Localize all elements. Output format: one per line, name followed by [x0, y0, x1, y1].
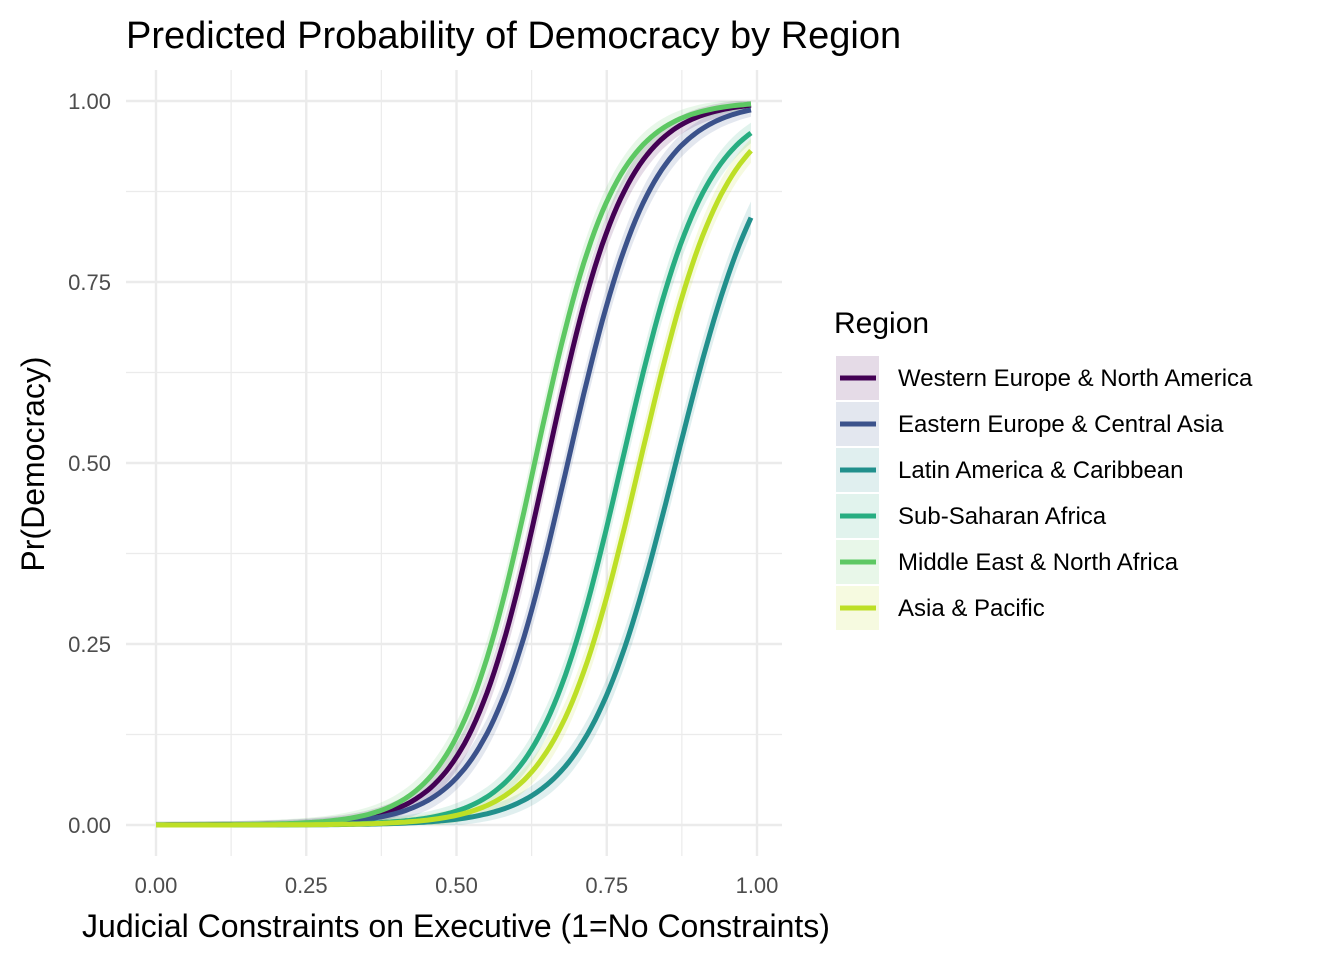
series-lines [156, 101, 754, 828]
legend-item: Middle East & North Africa [836, 540, 1179, 584]
legend-item: Latin America & Caribbean [836, 448, 1184, 492]
y-tick-label: 0.25 [68, 632, 111, 657]
y-tick-label: 0.00 [68, 813, 111, 838]
legend-label: Sub-Saharan Africa [898, 503, 1107, 530]
x-tick-labels: 0.00 0.25 0.50 0.75 1.00 [135, 873, 779, 898]
y-tick-label: 0.50 [68, 451, 111, 476]
chart-title: Predicted Probability of Democracy by Re… [126, 15, 901, 57]
legend-item: Asia & Pacific [836, 586, 1045, 630]
series-line-5 [156, 149, 753, 828]
legend-item: Western Europe & North America [836, 356, 1253, 400]
confidence-ribbons [156, 101, 751, 826]
legend-label: Asia & Pacific [898, 595, 1045, 622]
legend-label: Eastern Europe & Central Asia [898, 411, 1224, 438]
x-tick-label: 0.50 [435, 873, 478, 898]
x-tick-label: 0.75 [585, 873, 628, 898]
plot-grid [126, 70, 782, 856]
y-tick-label: 0.75 [68, 270, 111, 295]
legend-label: Middle East & North Africa [898, 549, 1179, 576]
x-axis-title: Judicial Constraints on Executive (1=No … [82, 908, 830, 944]
legend: Region Western Europe & North America Eas… [834, 307, 1253, 630]
legend-item: Eastern Europe & Central Asia [836, 402, 1224, 446]
legend-label: Western Europe & North America [898, 365, 1253, 392]
legend-label: Latin America & Caribbean [898, 457, 1184, 484]
series-ribbon-5 [156, 138, 751, 826]
legend-title: Region [834, 307, 929, 340]
y-tick-labels: 0.00 0.25 0.50 0.75 1.00 [68, 89, 111, 838]
y-tick-label: 1.00 [68, 89, 111, 114]
legend-item: Sub-Saharan Africa [836, 494, 1107, 538]
x-tick-label: 0.25 [285, 873, 328, 898]
y-axis-title: Pr(Democracy) [15, 356, 51, 571]
x-tick-label: 1.00 [736, 873, 779, 898]
x-tick-label: 0.00 [135, 873, 178, 898]
